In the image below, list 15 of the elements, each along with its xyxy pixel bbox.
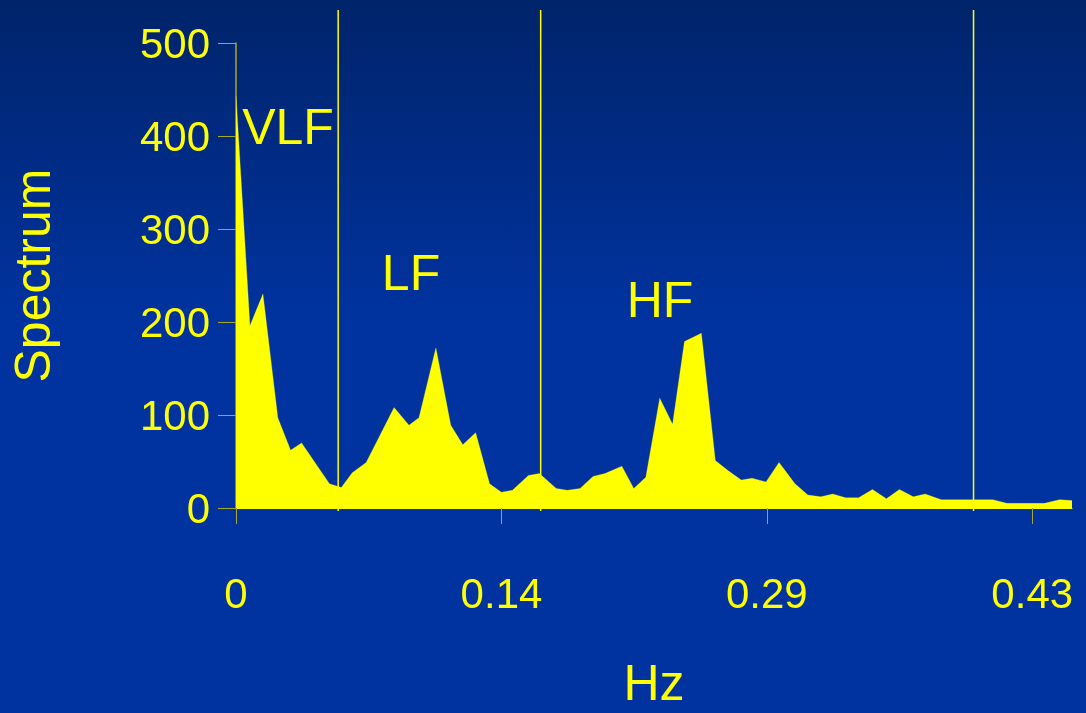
y-tick-label: 0 xyxy=(186,484,210,532)
y-tick-label: 200 xyxy=(139,298,210,346)
x-axis-title: Hz xyxy=(623,655,685,711)
annotation: VLF xyxy=(242,99,334,155)
y-tick-label: 100 xyxy=(139,391,210,439)
y-tick-label: 400 xyxy=(139,112,210,160)
y-tick-label: 300 xyxy=(139,205,210,253)
x-tick-label: 0.29 xyxy=(725,569,808,617)
annotation: HF xyxy=(626,272,694,328)
x-tick-label: 0.43 xyxy=(991,569,1074,617)
y-tick-label: 500 xyxy=(139,19,210,67)
y-axis-title: Spectrum xyxy=(5,168,61,383)
x-tick-label: 0.14 xyxy=(460,569,543,617)
annotation: LF xyxy=(381,245,441,301)
x-tick-label: 0 xyxy=(224,569,248,617)
